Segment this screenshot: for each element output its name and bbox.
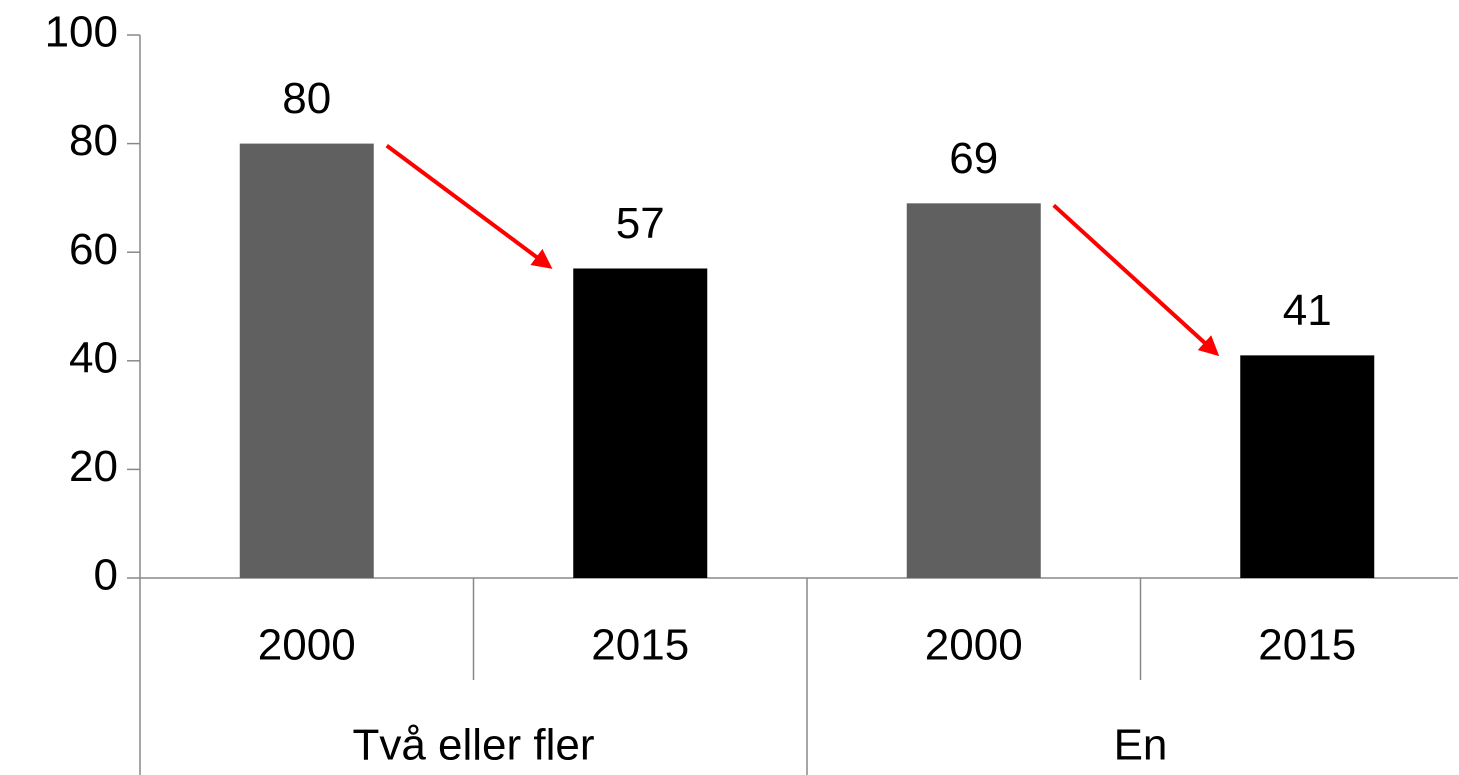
bar <box>239 143 374 578</box>
bar <box>573 268 708 578</box>
y-tick-label: 80 <box>69 116 118 165</box>
y-tick-label: 100 <box>45 8 118 57</box>
trend-arrow <box>385 143 553 269</box>
x-tick-label: 2000 <box>925 621 1023 670</box>
x-tick-label: 2015 <box>591 621 689 670</box>
data-label: 69 <box>949 134 998 183</box>
bar <box>906 203 1041 578</box>
bar <box>1240 355 1375 578</box>
group-label: En <box>1114 721 1168 770</box>
x-tick-label: 2000 <box>258 621 356 670</box>
data-label: 57 <box>616 199 665 248</box>
y-tick-label: 0 <box>94 551 118 600</box>
data-label: 41 <box>1283 286 1332 335</box>
group-label: Två eller fler <box>352 721 594 770</box>
y-tick-label: 20 <box>69 442 118 491</box>
x-tick-label: 2015 <box>1258 621 1356 670</box>
data-label: 80 <box>282 74 331 123</box>
y-tick-label: 60 <box>69 225 118 274</box>
trend-arrow <box>1052 203 1220 357</box>
y-tick-label: 40 <box>69 333 118 382</box>
